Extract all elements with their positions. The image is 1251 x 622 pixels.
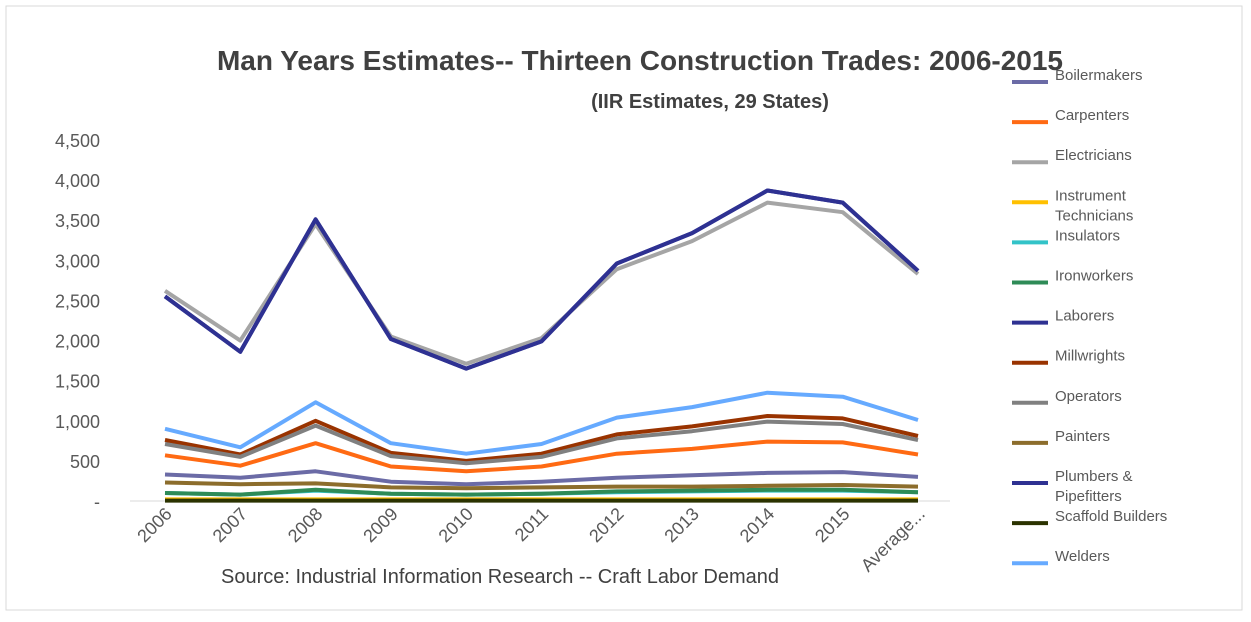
legend-label: Operators — [1055, 388, 1122, 405]
legend-label: Ironworkers — [1055, 268, 1133, 285]
y-tick-label: 1,000 — [55, 412, 100, 432]
series-line — [164, 487, 919, 497]
y-tick-label: 3,000 — [55, 251, 100, 271]
y-tick-label: 1,500 — [55, 372, 100, 392]
legend-label-line: Pipefitters — [1055, 488, 1122, 505]
y-tick-label: 3,500 — [55, 211, 100, 231]
annotation: Source: Industrial Information Research … — [221, 566, 779, 588]
legend-label: Carpenters — [1055, 107, 1129, 124]
series-line — [164, 414, 919, 463]
legend-label: Millwrights — [1055, 348, 1125, 365]
series-line — [164, 439, 919, 474]
series-line — [164, 480, 919, 491]
series-line — [164, 469, 919, 487]
legend-label-line: Plumbers & — [1055, 468, 1137, 485]
y-tick-label: - — [94, 492, 100, 512]
y-tick-label: 2,000 — [55, 332, 100, 352]
y-tick-label: 4,500 — [55, 131, 100, 151]
series-line — [164, 390, 919, 456]
legend-label: Painters — [1055, 428, 1110, 445]
legend-label: Insulators — [1055, 227, 1120, 244]
legend-label: Boilermakers — [1055, 67, 1143, 84]
series-line — [163, 188, 920, 371]
legend-label: Laborers — [1055, 308, 1114, 325]
legend-label: Plumbers & Pipefitters — [1055, 468, 1137, 505]
chart-frame — [5, 5, 1243, 611]
series-line — [164, 419, 919, 466]
y-tick-label: 500 — [70, 452, 100, 472]
y-tick-label: 4,000 — [55, 171, 100, 191]
legend-label: Scaffold Builders — [1055, 508, 1167, 525]
legend-label: Instrument Technicians — [1055, 187, 1133, 224]
chart-subtitle: (IIR Estimates, 29 States) — [591, 91, 829, 113]
legend-label: Welders — [1055, 548, 1110, 565]
legend-label: Electricians — [1055, 147, 1132, 164]
chart-title: Man Years Estimates-- Thirteen Construct… — [217, 45, 1063, 76]
legend-label-line: Technicians — [1055, 207, 1133, 224]
legend-label-line: Instrument — [1055, 187, 1130, 204]
y-tick-label: 2,500 — [55, 291, 100, 311]
